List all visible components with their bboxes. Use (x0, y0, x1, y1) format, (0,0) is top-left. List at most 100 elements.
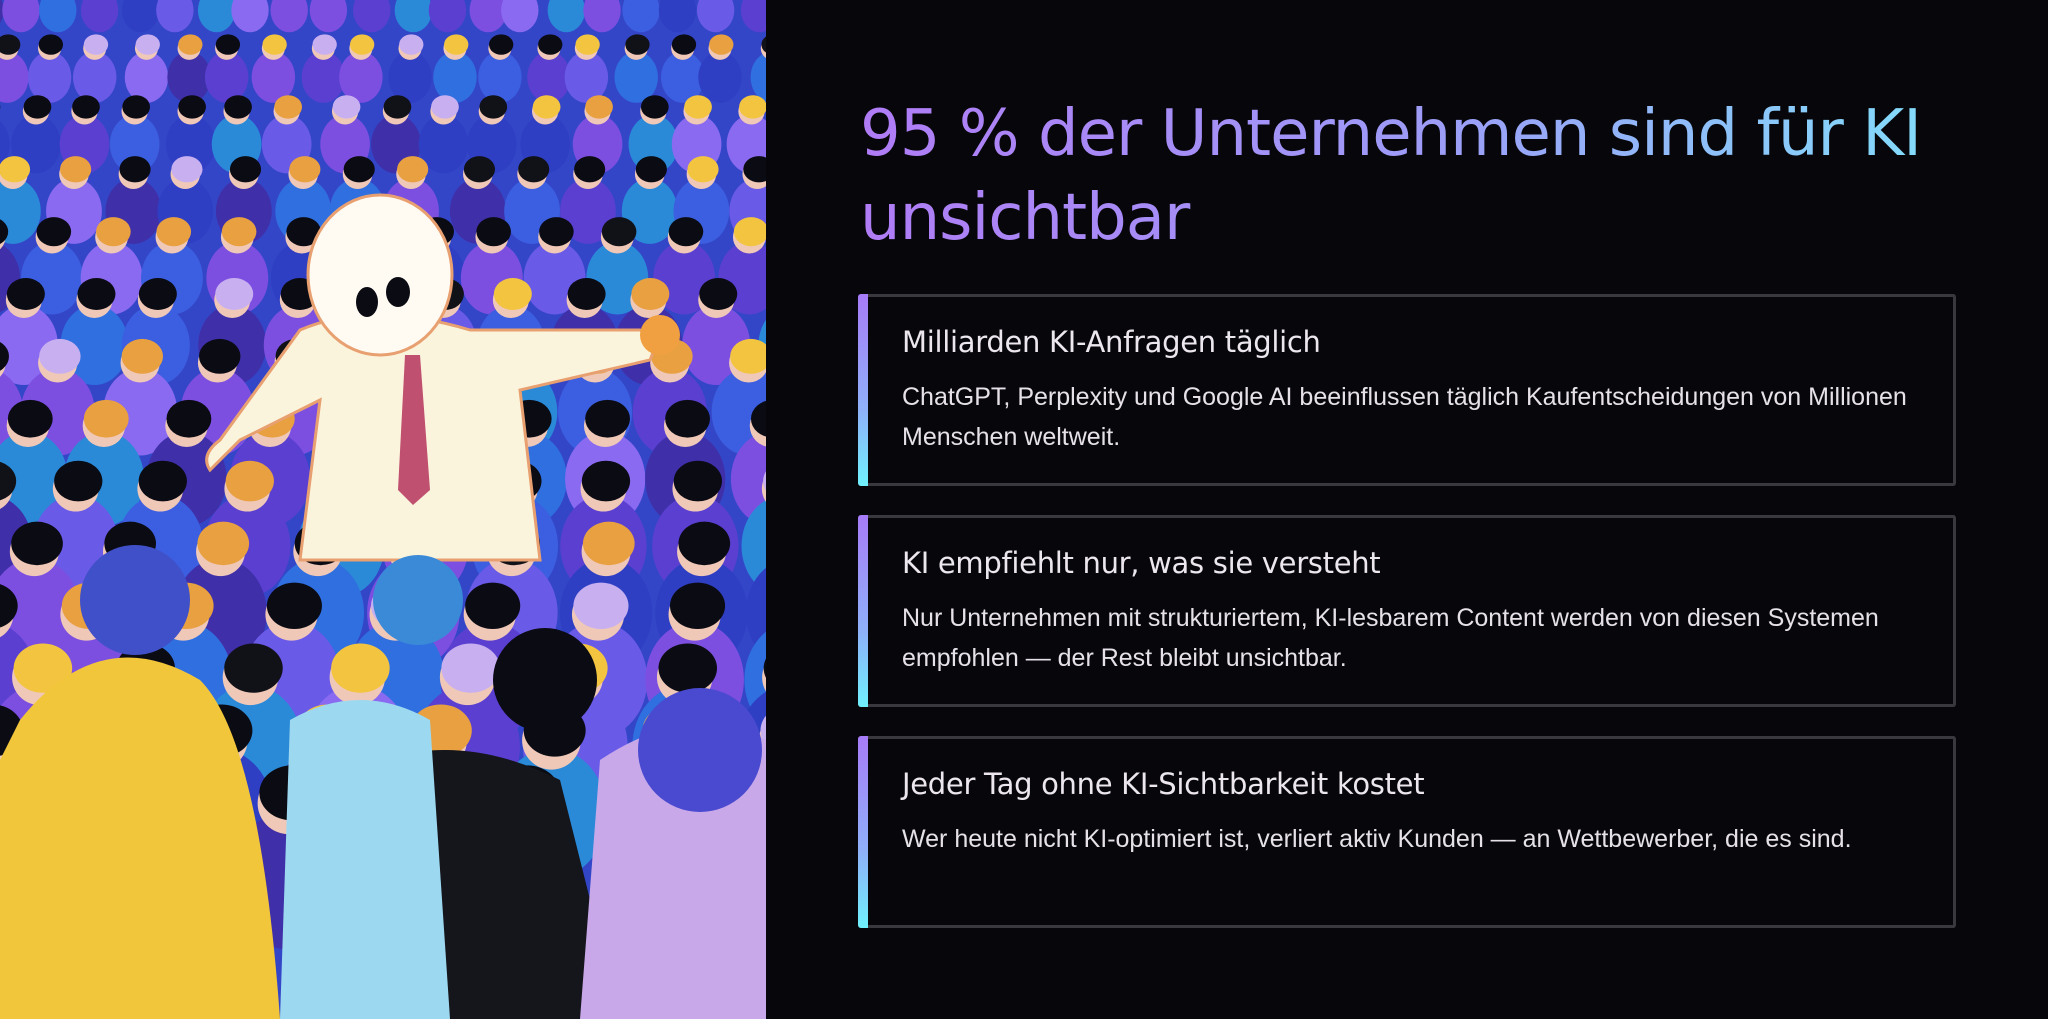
person-hair (665, 399, 710, 438)
person-hair (289, 156, 321, 183)
person-body (124, 51, 169, 103)
person-hair (761, 36, 766, 53)
person-body (547, 0, 586, 33)
person-hair (36, 217, 72, 247)
person-light-shirt (280, 700, 450, 1019)
person-hair (286, 217, 321, 247)
person-body (109, 114, 160, 174)
card-text: Wer heute nicht KI-optimiert ist, verlie… (902, 825, 1852, 853)
orange-head (640, 315, 680, 355)
person-hair (119, 156, 151, 183)
person-body (80, 0, 119, 33)
person-hair (138, 460, 187, 502)
person-body (231, 0, 269, 33)
person-hair (121, 338, 164, 374)
person-hair (463, 156, 496, 183)
person-head (80, 545, 190, 655)
person-hair (658, 643, 718, 693)
person-hair (312, 34, 337, 55)
ghost-tie (398, 355, 430, 505)
ghost-eye-right (386, 277, 410, 307)
person-hair (166, 399, 212, 438)
person-body (621, 178, 678, 244)
person-body (204, 51, 249, 103)
person-hair (699, 278, 738, 310)
person-hair (431, 95, 459, 119)
person-body (301, 51, 346, 103)
person-hair (0, 219, 9, 245)
person-body (741, 500, 766, 592)
person-body (696, 0, 735, 33)
person-body (660, 51, 705, 103)
person-hair (39, 338, 81, 374)
person-hair (673, 460, 722, 502)
person-hair (585, 399, 630, 438)
person-body (394, 0, 433, 33)
person-hair (0, 584, 18, 628)
person-hair (266, 582, 322, 629)
person-body (0, 178, 41, 244)
person-body (388, 51, 432, 103)
person-hair (671, 34, 697, 55)
person-hair (574, 156, 606, 183)
person-hair (763, 471, 766, 491)
person-body (251, 51, 296, 103)
person-hair (0, 156, 31, 183)
person-body (583, 0, 621, 33)
person-hair (96, 217, 131, 247)
person-body (0, 120, 10, 168)
card-accent-bar (858, 736, 868, 928)
person-hair (225, 460, 274, 502)
person-yellow-coat (0, 657, 280, 1019)
person-hair (178, 95, 206, 119)
card-title: Jeder Tag ohne KI-Sichtbarkeit kostet (902, 767, 1425, 801)
person-body (501, 0, 539, 33)
person-body (0, 51, 29, 103)
person-hair (54, 460, 103, 502)
person-head (493, 628, 597, 732)
person-hair (585, 95, 613, 119)
person-body (270, 0, 308, 33)
person-body (433, 51, 477, 103)
info-card-2: KI empfiehlt nur, was sie versteht Nur U… (858, 515, 1956, 707)
person-body (478, 51, 522, 103)
person-body (121, 0, 160, 33)
person-hair (631, 278, 670, 310)
person-hair (635, 156, 667, 183)
person-hair (23, 95, 52, 119)
person-hair (221, 217, 257, 247)
person-hair (156, 217, 192, 247)
person-hair (625, 34, 650, 55)
person-hair (733, 217, 766, 247)
person-body (309, 0, 348, 33)
person-hair (332, 95, 361, 119)
person-body (628, 114, 679, 174)
person-hair (135, 34, 160, 55)
person-body (527, 51, 571, 103)
person-body (339, 51, 383, 103)
person-hair (441, 643, 500, 693)
person-hair (215, 34, 241, 55)
person-hair (582, 521, 635, 566)
person-hair (343, 156, 375, 183)
card-title: KI empfiehlt nur, was sie versteht (902, 546, 1381, 580)
person-hair (229, 156, 262, 183)
person-hair (77, 278, 116, 310)
person-hair (11, 521, 63, 566)
person-hair (224, 95, 252, 119)
person-body (622, 0, 660, 33)
person-hair (178, 34, 203, 55)
ghost-head (306, 193, 454, 357)
person-hair (730, 338, 766, 374)
person-hair (171, 156, 203, 183)
person-hair (575, 34, 600, 55)
person-body (72, 51, 117, 103)
person-hair (476, 217, 511, 247)
person-hair (331, 643, 390, 693)
person-body (418, 114, 469, 174)
person-beanie (373, 555, 463, 645)
person-body (658, 0, 697, 33)
person-hair (399, 34, 424, 55)
ghost-crowd-illustration (0, 0, 766, 1019)
person-body (745, 567, 766, 658)
